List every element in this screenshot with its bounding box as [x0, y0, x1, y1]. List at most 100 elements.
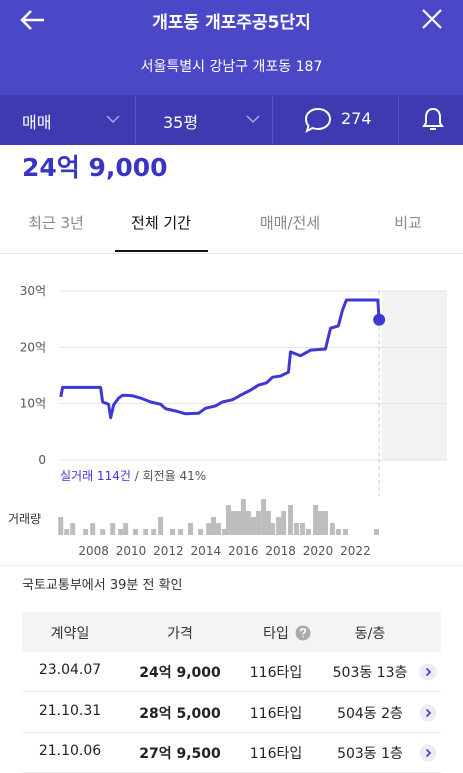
volume-bar: [240, 499, 246, 535]
volume-bar: [151, 529, 157, 535]
section-separator: [0, 565, 463, 566]
x-tick-label: 2008: [78, 544, 109, 558]
row-separator: [22, 731, 441, 733]
title: 개포동 개포주공5단지: [152, 13, 311, 33]
y-tick-label: 30억: [20, 284, 46, 298]
chevron: [246, 115, 260, 124]
volume-bar: [133, 529, 139, 535]
cell: 21.10.06: [38, 743, 102, 759]
close-button[interactable]: [421, 8, 443, 30]
volume-bar: [261, 499, 267, 535]
trade-summary: 실거래 114건 / 회전율 41%: [60, 469, 206, 483]
volume-bar: [276, 517, 282, 535]
table-header: [22, 612, 441, 652]
volume-bar: [245, 511, 251, 535]
volume-bar: [281, 511, 287, 535]
volume-bar: [123, 523, 129, 535]
comment-count: 274: [341, 109, 372, 128]
tab[interactable]: 매매/전세: [259, 214, 321, 232]
y-tick-label: 10억: [20, 397, 46, 411]
volume-bar: [83, 529, 89, 535]
tab[interactable]: 최근 3년: [28, 214, 84, 232]
bell-icon[interactable]: [421, 106, 445, 134]
volume-bar: [313, 505, 319, 535]
row-detail-button[interactable]: [419, 744, 437, 762]
comment-icon[interactable]: [304, 106, 332, 134]
x-tick-label: 2012: [153, 544, 184, 558]
volume-bar: [251, 517, 256, 535]
volume-bar: [230, 511, 236, 535]
price: 24억 9,000: [22, 153, 168, 182]
volume-bar: [170, 529, 176, 535]
volume-bar: [90, 523, 96, 535]
tab[interactable]: 전체 기간: [131, 214, 191, 232]
size[interactable]: 35평: [163, 113, 199, 132]
button-chevron: [425, 748, 432, 758]
row-detail-button[interactable]: [419, 704, 437, 722]
volume-bar: [335, 529, 341, 535]
tab[interactable]: 비교: [394, 214, 422, 232]
button-circle: [419, 663, 437, 681]
cell: 504동 2층: [337, 705, 403, 722]
volume-bar: [299, 523, 305, 535]
button-circle: [419, 704, 437, 721]
volume-bar: [222, 529, 228, 535]
chevron: [106, 115, 120, 124]
volume-bar: [178, 529, 184, 535]
x-tick-label: 2016: [228, 544, 259, 558]
tab-underline: [115, 250, 208, 252]
cell: 21.10.31: [38, 702, 102, 719]
volume-bar: [158, 517, 164, 535]
tab-separator: [0, 253, 463, 254]
x-tick-label: 2014: [191, 544, 222, 558]
volume-bar: [70, 523, 76, 535]
y-tick-label: 0: [38, 453, 46, 467]
help-mark: [299, 627, 307, 638]
volume-bar: [270, 523, 276, 535]
volume-bar: [64, 529, 70, 535]
divider: [135, 95, 136, 145]
turnover: / 회전율 41%: [131, 469, 206, 483]
volume-bar: [294, 523, 299, 535]
volume-bar: [305, 529, 311, 535]
cell: 116타입: [249, 705, 303, 722]
volume-bar: [143, 529, 149, 535]
column-header: 가격: [167, 626, 193, 642]
volume-label: 거래량: [8, 512, 41, 526]
button-circle: [419, 744, 437, 762]
x-tick-label: 2022: [340, 544, 371, 558]
latest-point: [373, 313, 386, 326]
volume-bar: [374, 529, 380, 535]
filter-bar: 매매 35평 274: [0, 95, 463, 145]
volume-bar: [187, 523, 193, 535]
x-tick-label: 2010: [116, 544, 147, 558]
cell: 503동 13층: [332, 665, 408, 681]
deal-type[interactable]: 매매: [22, 113, 52, 132]
column-header: 타입: [263, 626, 289, 642]
volume-bar: [236, 511, 242, 535]
cell: 116타입: [249, 665, 303, 681]
x-tick-label: 2018: [265, 544, 296, 558]
divider: [272, 95, 273, 145]
volume-bar: [198, 529, 204, 535]
volume-bar: [288, 505, 294, 535]
volume-bar: [329, 523, 335, 535]
price-line: [59, 298, 381, 420]
volume-bar: [118, 529, 124, 535]
button-chevron: [425, 667, 432, 677]
volume-bar: [216, 523, 222, 535]
row-detail-button[interactable]: [419, 663, 437, 681]
column-header: 동/층: [354, 626, 386, 642]
volume-bar: [322, 511, 328, 535]
volume-bar: [342, 529, 348, 535]
cell: 23.04.07: [38, 662, 102, 678]
volume-bar: [265, 511, 271, 535]
back-button[interactable]: [18, 8, 48, 32]
y-tick-label: 20억: [20, 340, 46, 354]
help-icon[interactable]: [295, 625, 311, 641]
cell: 27억 9,500: [139, 746, 221, 762]
header: 개포동 개포주공5단지 서울특별시 강남구 개포동 187: [0, 0, 463, 95]
volume-bar: [58, 517, 64, 535]
